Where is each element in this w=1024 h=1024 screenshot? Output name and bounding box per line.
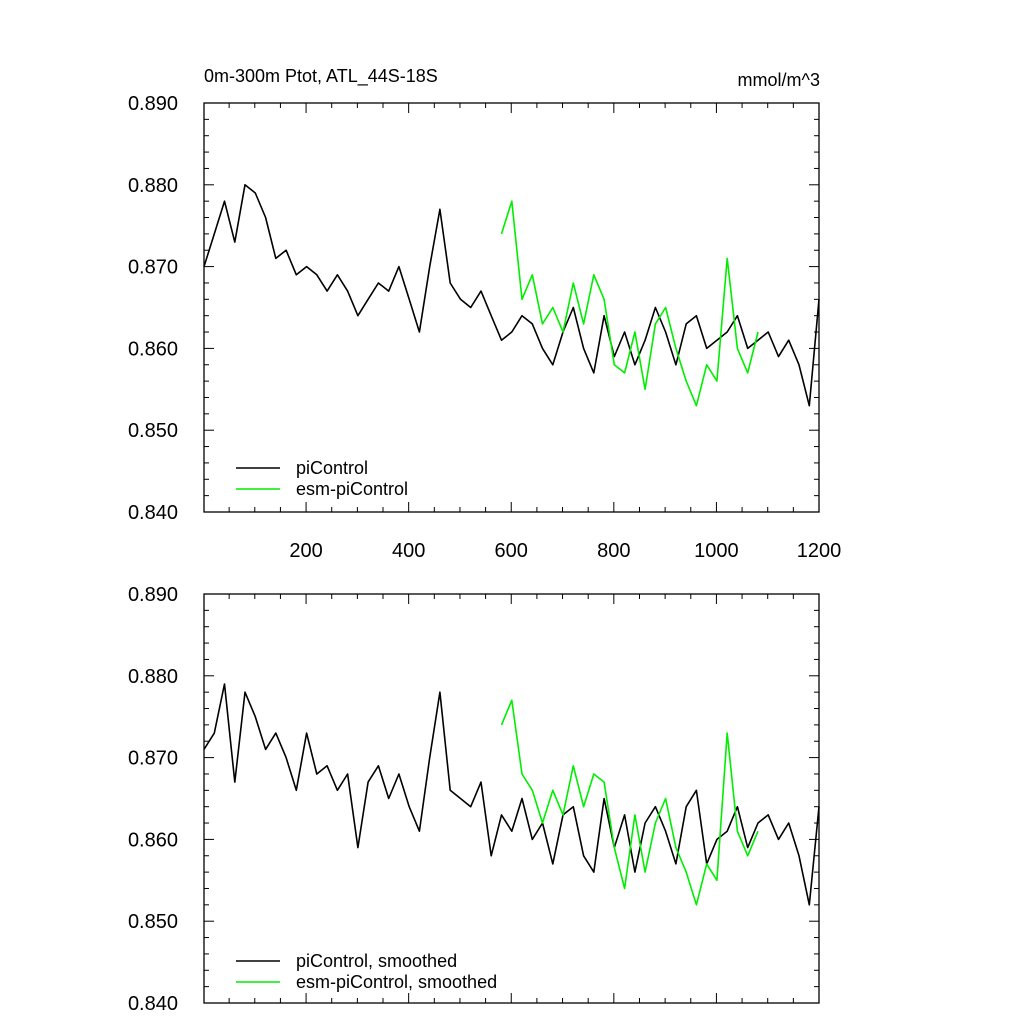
legend-label-esm-picontrol-smoothed: esm-piControl, smoothed [296,972,497,992]
axis-ticks [204,593,819,1004]
x-tick-labels: 200 400 600 800 1000 1200 [289,540,841,562]
y-tick-label: 0.880 [128,175,178,197]
bottom-panel: 0.840 0.850 0.860 0.870 0.880 0.890 piControl… [128,584,820,1015]
y-tick-labels: 0.840 0.850 0.860 0.870 0.880 0.890 [128,584,178,1015]
series-layer [203,683,820,906]
chart-title: 0m-300m Ptot, ATL_44S-18S [204,66,438,87]
legend-label-picontrol-smoothed: piControl, smoothed [296,951,457,971]
series-layer [203,184,820,407]
legend-label-esm-picontrol: esm-piControl [296,479,408,499]
x-tick-label: 600 [495,540,528,562]
y-tick-label: 0.870 [128,257,178,279]
units-label: mmol/m^3 [738,70,820,90]
y-tick-label: 0.840 [128,502,178,524]
legend: piControl, smoothed esm-piControl, smoot… [236,951,497,992]
y-tick-label: 0.890 [128,93,178,115]
y-tick-label: 0.850 [128,911,178,933]
series-line-picontrol-smoothed [203,683,820,906]
x-tick-label: 200 [289,540,322,562]
top-panel: 0m-300m Ptot, ATL_44S-18S mmol/m^3 0.840… [128,66,841,562]
axis-ticks [204,102,819,513]
y-tick-label: 0.890 [128,584,178,606]
series-line-picontrol [203,184,820,407]
plot-frame [203,102,820,513]
x-tick-label: 1200 [797,540,842,562]
series-line-esm-picontrol [500,200,759,407]
y-tick-labels: 0.840 0.850 0.860 0.870 0.880 0.890 [128,93,178,524]
y-tick-label: 0.860 [128,829,178,851]
y-tick-label: 0.850 [128,420,178,442]
y-tick-label: 0.860 [128,338,178,360]
x-tick-label: 400 [392,540,425,562]
series-line-esm-picontrol-smoothed [500,699,759,906]
x-tick-label: 1000 [694,540,739,562]
legend: piControl esm-piControl [236,458,408,499]
y-tick-label: 0.840 [128,993,178,1015]
y-tick-label: 0.880 [128,666,178,688]
x-tick-label: 800 [597,540,630,562]
y-tick-label: 0.870 [128,748,178,770]
plot-frame [203,593,820,1004]
legend-label-picontrol: piControl [296,458,368,478]
